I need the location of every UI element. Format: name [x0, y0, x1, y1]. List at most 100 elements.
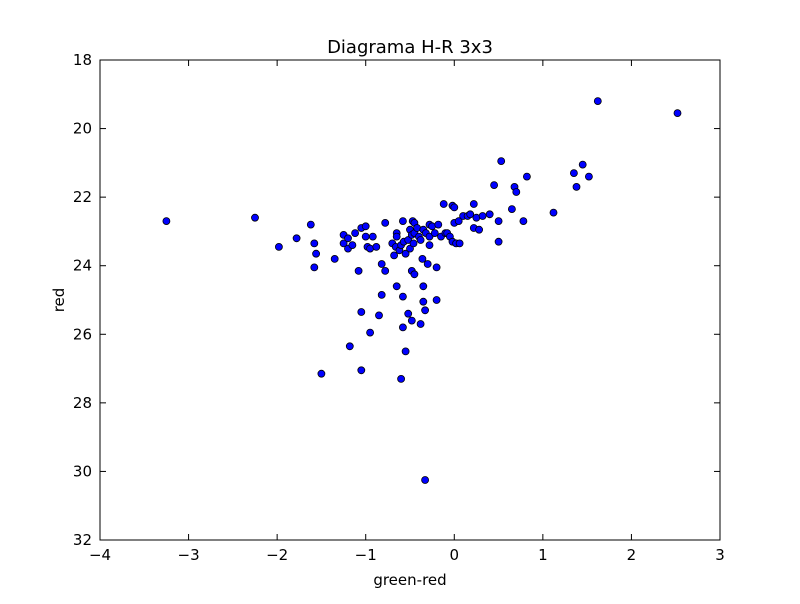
data-point	[401, 347, 410, 356]
data-point	[523, 172, 531, 181]
data-point	[351, 229, 360, 238]
data-point	[475, 225, 484, 234]
data-point	[357, 366, 366, 375]
data-point	[418, 254, 427, 263]
data-point	[423, 260, 432, 268]
data-point	[490, 181, 499, 190]
data-point	[392, 232, 401, 241]
data-point	[398, 292, 407, 301]
data-point	[381, 266, 390, 275]
data-point	[432, 263, 441, 272]
data-point	[354, 266, 363, 275]
data-point	[162, 217, 171, 226]
data-point	[585, 172, 593, 181]
data-point	[330, 254, 339, 263]
data-point	[419, 297, 428, 306]
data-point	[434, 220, 443, 229]
data-point	[398, 217, 407, 226]
plot-area: −4 −3 −2 −1 0 1 2 3 18 20 22 24 26 28 30 32	[73, 51, 725, 564]
data-point	[390, 251, 399, 260]
data-point	[312, 249, 321, 258]
data-point	[519, 217, 528, 226]
data-point	[570, 169, 578, 178]
data-point	[425, 232, 434, 241]
data-point	[375, 311, 383, 320]
data-point	[421, 306, 430, 315]
y-tick-label: 24	[73, 257, 92, 275]
data-point	[377, 260, 386, 268]
data-point	[410, 270, 419, 279]
x-tick-label: 3	[715, 546, 725, 564]
data-point	[497, 157, 506, 166]
data-point	[485, 210, 494, 219]
data-point	[317, 369, 326, 378]
data-point	[381, 218, 390, 227]
y-tick-label: 28	[73, 394, 92, 412]
data-point	[494, 217, 503, 226]
x-axis-label: green-red	[373, 571, 446, 589]
data-point	[310, 239, 319, 248]
data-point	[450, 203, 459, 212]
y-tick-label: 26	[73, 325, 92, 343]
data-point	[466, 210, 475, 219]
data-point	[372, 242, 381, 251]
data-point	[306, 220, 315, 229]
data-point	[421, 476, 430, 484]
data-point	[673, 109, 682, 117]
data-point	[339, 239, 348, 248]
data-point	[478, 212, 487, 220]
data-point	[507, 205, 516, 214]
data-point	[549, 208, 558, 217]
data-point	[274, 242, 283, 251]
data-point	[344, 234, 352, 243]
x-tick-label: 1	[538, 546, 548, 564]
y-tick-label: 30	[73, 462, 92, 480]
data-point	[398, 323, 407, 332]
data-point	[348, 241, 357, 250]
data-point	[455, 239, 464, 248]
y-axis-label: red	[50, 288, 68, 313]
plot-frame	[99, 59, 721, 541]
data-point	[430, 229, 439, 238]
data-point	[578, 160, 587, 169]
data-point	[401, 249, 410, 258]
data-point	[439, 200, 448, 208]
x-tick-label: 0	[450, 546, 460, 564]
data-point	[292, 234, 301, 243]
x-tick-label: −4	[89, 546, 111, 564]
data-point	[251, 213, 259, 222]
data-point	[416, 236, 425, 244]
data-point	[432, 296, 441, 304]
x-tick-label: −1	[355, 546, 377, 564]
data-point	[366, 328, 375, 337]
data-point	[397, 374, 406, 383]
data-point	[361, 232, 370, 241]
data-point	[357, 308, 366, 316]
x-tick-label: −2	[266, 546, 288, 564]
data-point	[454, 217, 463, 226]
x-tick-label: −3	[178, 546, 200, 564]
data-point	[593, 97, 602, 105]
data-point	[310, 263, 319, 272]
data-point	[419, 282, 428, 291]
data-point	[469, 200, 478, 208]
y-tick-label: 20	[73, 120, 92, 138]
data-point	[392, 282, 401, 291]
data-point	[425, 241, 434, 250]
data-point	[368, 232, 377, 241]
chart-title: Diagrama H-R 3x3	[327, 37, 493, 58]
y-tick-label: 22	[73, 188, 92, 206]
data-point	[377, 290, 386, 299]
data-point	[409, 239, 418, 248]
data-point	[494, 237, 503, 246]
data-point	[416, 320, 425, 328]
data-point	[345, 342, 354, 351]
data-point	[572, 182, 581, 191]
data-point	[407, 316, 416, 325]
data-point	[512, 188, 521, 196]
y-tick-label: 18	[73, 51, 92, 69]
data-point	[404, 309, 413, 318]
data-point	[361, 222, 370, 231]
